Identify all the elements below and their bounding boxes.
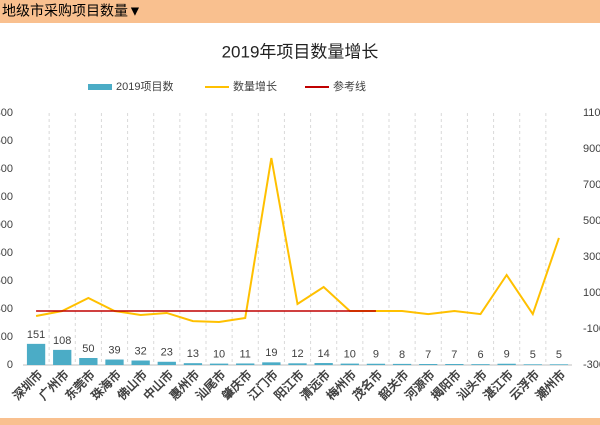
bar: [288, 363, 307, 365]
data-label: 23: [161, 347, 173, 359]
y2-tick-label: -300: [583, 359, 600, 371]
bar: [183, 363, 203, 365]
y-tick-label: 800: [0, 247, 13, 259]
legend-label: 参考线: [333, 79, 366, 93]
data-label: 10: [344, 349, 356, 361]
bar: [26, 343, 46, 365]
data-label: 9: [373, 349, 379, 361]
data-label: 5: [530, 349, 536, 361]
data-label: 12: [291, 348, 303, 360]
data-label: 50: [82, 343, 94, 355]
bar: [497, 363, 516, 365]
y-tick-label: 0: [7, 359, 13, 371]
data-label: 32: [135, 345, 147, 357]
y-tick-label: 1000: [0, 219, 13, 231]
header-bar: [0, 0, 600, 23]
y-tick-label: 600: [0, 275, 13, 287]
y2-tick-label: 700: [583, 179, 600, 191]
bar: [366, 363, 386, 365]
header-title[interactable]: 地级市采购项目数量▼: [2, 3, 142, 19]
x-tick-label: 潮州市: [532, 367, 568, 403]
bar: [392, 363, 412, 365]
y2-tick-label: 1100: [583, 107, 600, 119]
data-label: 7: [451, 349, 457, 361]
y2-tick-label: 500: [583, 215, 600, 227]
y-tick-label: 1600: [0, 135, 13, 147]
data-label: 8: [399, 349, 405, 361]
bar: [549, 364, 569, 365]
data-label: 108: [53, 335, 71, 347]
bar: [53, 349, 72, 365]
y2-tick-label: 900: [583, 143, 600, 155]
bar: [157, 361, 176, 365]
bar: [131, 360, 150, 365]
legend-label: 数量增长: [233, 79, 277, 93]
data-label: 19: [265, 347, 277, 359]
data-label: 39: [108, 344, 120, 356]
bar: [262, 362, 281, 365]
chart-title: 2019年项目数量增长: [222, 42, 379, 61]
legend-swatch: [88, 84, 112, 90]
data-label: 14: [318, 348, 330, 360]
y-tick-label: 200: [0, 331, 13, 343]
bar: [445, 364, 464, 365]
bar: [471, 364, 490, 365]
bar: [209, 363, 229, 365]
data-label: 9: [504, 349, 510, 361]
data-label: 6: [477, 349, 483, 361]
footer-bar: [0, 418, 600, 425]
bar: [523, 364, 542, 365]
bar: [236, 363, 255, 365]
y2-tick-label: 300: [583, 251, 600, 263]
y-tick-label: 1400: [0, 163, 13, 175]
y2-tick-label: 100: [583, 287, 600, 299]
y-tick-label: 1200: [0, 191, 13, 203]
line-series: [35, 157, 560, 323]
y-tick-label: 400: [0, 303, 13, 315]
bar: [419, 364, 438, 365]
data-label: 11: [240, 348, 251, 360]
data-label: 13: [187, 348, 199, 360]
legend-label: 2019项目数: [116, 80, 173, 93]
bar: [105, 359, 124, 365]
y2-tick-label: -100: [583, 323, 600, 335]
data-label: 151: [27, 329, 45, 341]
bar: [340, 363, 359, 365]
data-label: 5: [556, 349, 562, 361]
data-label: 10: [213, 349, 225, 361]
bar: [79, 358, 98, 365]
bar: [314, 363, 333, 365]
y-tick-label: 1800: [0, 107, 13, 119]
data-label: 7: [425, 349, 431, 361]
